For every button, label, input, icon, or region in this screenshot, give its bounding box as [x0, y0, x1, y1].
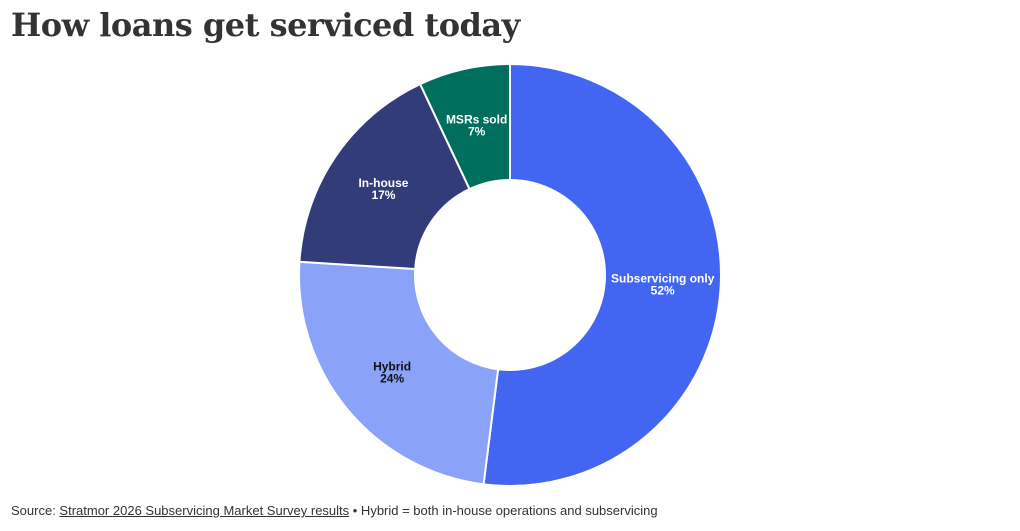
slice-label-msrs-sold: MSRs sold 7%	[446, 113, 507, 139]
slice-category-label: MSRs sold	[446, 113, 507, 127]
slice-label-hybrid: Hybrid 24%	[373, 360, 411, 386]
slice-label-in-house: In-house 17%	[358, 176, 408, 202]
slice-value-label: 24%	[380, 372, 404, 386]
slice-label-subservicing-only: Subservicing only 52%	[611, 272, 715, 298]
slice-in-house[interactable]	[298, 83, 471, 271]
slice-msrs-sold[interactable]	[419, 63, 511, 191]
source-link[interactable]: Stratmor 2026 Subservicing Market Survey…	[59, 503, 350, 518]
slice-category-label: Hybrid	[373, 360, 411, 374]
slice-hybrid[interactable]	[298, 260, 500, 486]
slice-value-label: 17%	[371, 188, 395, 202]
slice-category-label: In-house	[358, 176, 408, 190]
chart-title: How loans get serviced today	[11, 6, 520, 44]
source-prefix: Source:	[11, 503, 60, 518]
source-footer: Source: Stratmor 2026 Subservicing Marke…	[11, 503, 658, 518]
slice-value-label: 52%	[651, 284, 675, 298]
slice-value-label: 7%	[468, 125, 486, 139]
slice-category-label: Subservicing only	[611, 272, 715, 286]
slice-subservicing-only[interactable]	[482, 63, 722, 487]
footer-note: • Hybrid = both in-house operations and …	[349, 503, 658, 518]
